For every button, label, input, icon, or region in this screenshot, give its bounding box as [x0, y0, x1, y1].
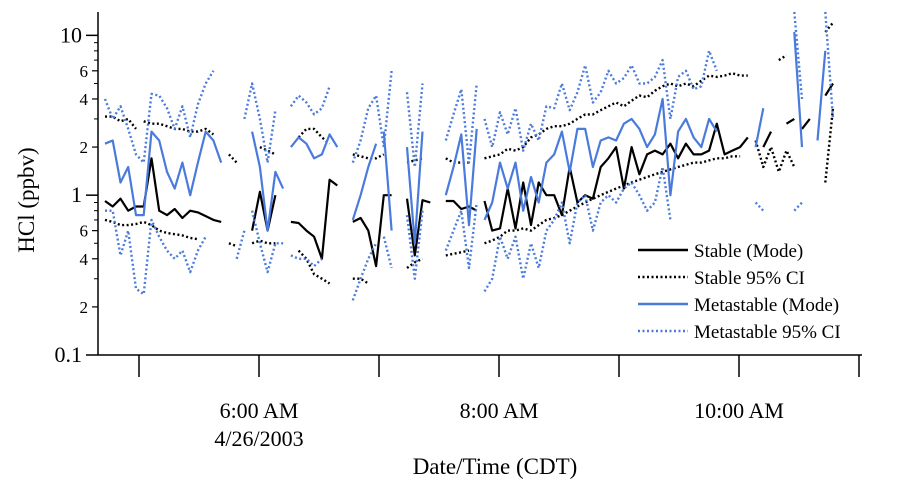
series-line-segment: [290, 133, 339, 160]
x-tick-label: 10:00 AM: [694, 398, 784, 423]
x-tick-label: 8:00 AM: [460, 398, 539, 423]
series-line-segment: [778, 54, 788, 62]
series-line-segment: [444, 83, 478, 164]
series-line-segment: [105, 115, 137, 130]
y-minor-tick-label: 4: [80, 90, 89, 109]
series-metastable-mode: [104, 31, 827, 245]
series-line-segment: [289, 85, 331, 116]
series-line-segment: [104, 218, 199, 241]
y-minor-tick-label: 6: [80, 62, 89, 81]
series-line-segment: [754, 201, 765, 212]
series-line-segment: [483, 122, 749, 232]
series-line-segment: [104, 130, 223, 217]
series-line-segment: [754, 107, 765, 148]
series-line-segment: [406, 257, 423, 269]
series-stable-mode: [104, 82, 834, 268]
series-line-segment: [824, 21, 834, 33]
y-axis-ticks: 0.1 1 10 2 4 6 2 4 6: [55, 22, 98, 367]
y-minor-tick-label: 6: [80, 222, 89, 241]
series-line-segment: [445, 249, 470, 257]
axes: [97, 12, 862, 356]
legend-label: Stable (Mode): [694, 241, 803, 262]
legend-label: Stable 95% CI: [694, 268, 805, 289]
y-minor-tick-label: 2: [80, 138, 89, 157]
series-line-segment: [793, 11, 804, 100]
series-line-segment: [483, 97, 718, 221]
x-tick-label: 6:00 AM: [220, 398, 299, 423]
legend-background: [630, 236, 892, 354]
series-line-segment: [801, 118, 811, 130]
series-line-segment: [445, 199, 478, 212]
series-line-segment: [228, 242, 238, 248]
series-metastable-95-ci: [103, 11, 835, 301]
series-line-segment: [290, 178, 338, 260]
series-line-segment: [259, 146, 276, 156]
series-line-segment: [104, 157, 222, 223]
series-line-segment: [290, 254, 323, 268]
legend-label: Metastable 95% CI: [694, 322, 841, 343]
series-line-segment: [793, 31, 804, 148]
series-line-segment: [228, 153, 238, 164]
series-line-segment: [382, 131, 393, 231]
x-axis-ticks: 6:00 AM 4/26/2003 8:00 AM 10:00 AM: [138, 355, 860, 451]
y-minor-tick-label: 2: [80, 298, 89, 317]
series-line-segment: [444, 128, 478, 227]
series-line-segment: [297, 127, 331, 145]
series-line-segment: [483, 165, 672, 293]
y-axis-title: HCl (ppbv): [14, 147, 39, 252]
series-line-segment: [351, 143, 378, 221]
series-line-segment: [143, 120, 215, 136]
series-line-segment: [484, 155, 741, 245]
x-tick-sublabel: 4/26/2003: [214, 426, 303, 451]
series-line-segment: [405, 210, 424, 280]
series-layer: [103, 11, 835, 301]
series-line-segment: [382, 236, 393, 269]
series-line-segment: [352, 277, 369, 285]
series-line-segment: [785, 117, 795, 125]
series-line-segment: [824, 108, 835, 183]
series-line-segment: [816, 50, 827, 141]
series-line-segment: [444, 202, 478, 270]
series-line-segment: [405, 131, 424, 245]
series-line-segment: [762, 131, 772, 148]
series-line-segment: [754, 140, 796, 174]
series-line-segment: [405, 198, 431, 257]
series-line-segment: [352, 153, 385, 160]
series-line-segment: [251, 239, 276, 245]
series-line-segment: [251, 190, 277, 232]
series-line-segment: [105, 209, 207, 296]
series-line-segment: [351, 70, 393, 163]
y-tick-label: 10: [60, 22, 82, 47]
series-line-segment: [483, 49, 718, 152]
y-minor-tick-label: 4: [80, 250, 89, 269]
series-line-segment: [793, 201, 803, 212]
y-tick-label: 0.1: [55, 342, 83, 367]
series-line-segment: [445, 157, 469, 164]
y-tick-label: 1: [71, 182, 82, 207]
series-line-segment: [235, 230, 246, 260]
series-line-segment: [251, 131, 285, 232]
x-axis-title: Date/Time (CDT): [413, 454, 578, 479]
series-line-segment: [250, 210, 284, 274]
series-line-segment: [297, 249, 331, 285]
series-line-segment: [405, 83, 424, 169]
series-line-segment: [103, 70, 215, 164]
legend-label: Metastable (Mode): [694, 295, 839, 316]
series-line-segment: [243, 82, 277, 164]
series-line-segment: [352, 194, 392, 268]
legend: Stable (Mode) Stable 95% CI Metastable (Mo…: [630, 236, 892, 354]
